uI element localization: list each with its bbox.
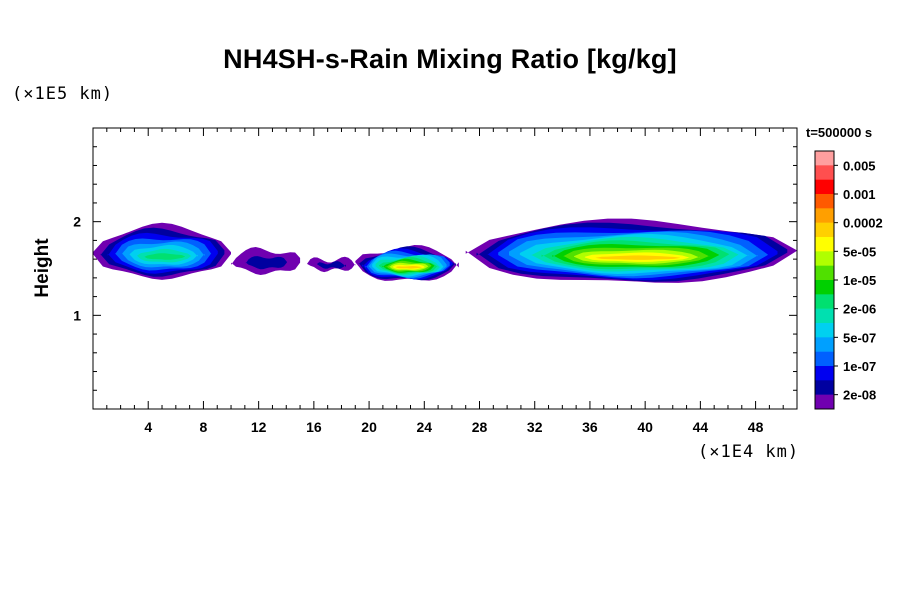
colorbar-swatch [815, 308, 834, 324]
time-label: t=500000 s [806, 125, 873, 140]
x-tick-label: 40 [637, 419, 653, 435]
colorbar-swatch [815, 366, 834, 381]
colorbar-label: 2e-08 [843, 388, 876, 403]
colorbar-label: 0.0002 [843, 216, 883, 231]
plot-frame [92, 127, 798, 410]
x-tick-label: 12 [251, 419, 267, 435]
x-tick-label: 32 [527, 419, 543, 435]
colorbar-label: 0.001 [843, 187, 876, 202]
cloud-band [355, 245, 459, 281]
colorbar-label: 0.005 [843, 158, 876, 173]
y-axis-title: Height [32, 238, 53, 298]
contour-layer [317, 261, 346, 269]
cloud-band [93, 222, 231, 280]
cloud-band [231, 247, 301, 275]
x-tick-label: 4 [144, 419, 152, 435]
colorbar-swatch [815, 251, 834, 266]
colorbar-swatch [815, 380, 834, 395]
colorbar-swatch [815, 222, 834, 238]
y-tick-label: 2 [73, 214, 81, 230]
x-tick-label: 36 [582, 419, 598, 435]
colorbar-swatch [815, 179, 834, 195]
x-tick-label: 8 [200, 419, 208, 435]
x-tick-label: 16 [306, 419, 322, 435]
x-axis-scale-label: (×1E4 km) [698, 442, 800, 462]
colorbar-swatch [815, 280, 834, 295]
colorbar-swatch [815, 351, 834, 367]
colorbar-label: 1e-05 [843, 273, 876, 288]
contour-layer [144, 253, 185, 260]
cloud-band [465, 218, 797, 283]
contour-layer [245, 256, 287, 270]
colorbar-label: 5e-07 [843, 330, 876, 345]
x-tick-label: 48 [748, 419, 764, 435]
cloud-band [306, 256, 356, 273]
heatmap-field [93, 218, 797, 283]
x-tick-label: 28 [472, 419, 488, 435]
chart-title: NH4SH-s-Rain Mixing Ratio [kg/kg] [223, 44, 677, 74]
colorbar-label: 5e-05 [843, 244, 876, 259]
colorbar-swatch [815, 151, 834, 166]
colorbar: 0.005 0.001 0.0002 5e-05 1e-05 2e-06 5e-07 1e-0… [814, 150, 883, 410]
colorbar-swatch [815, 337, 834, 352]
colorbar-swatch [815, 394, 834, 410]
colorbar-swatch [815, 294, 834, 309]
colorbar-swatch [815, 265, 834, 281]
y-axis-scale-label: (×1E5 km) [12, 84, 114, 104]
colorbar-swatch [815, 165, 834, 180]
colorbar-swatch [815, 194, 834, 209]
x-tick-label: 20 [361, 419, 377, 435]
colorbar-swatch [815, 323, 834, 338]
y-tick-label: 1 [73, 307, 81, 323]
colorbar-label: 1e-07 [843, 359, 876, 374]
x-tick-label: 24 [417, 419, 433, 435]
colorbar-swatch [815, 208, 834, 223]
colorbar-swatch [815, 237, 834, 252]
colorbar-label: 2e-06 [843, 302, 876, 317]
contour-layer [595, 255, 680, 260]
x-tick-label: 44 [693, 419, 709, 435]
contour-layer [395, 266, 423, 269]
